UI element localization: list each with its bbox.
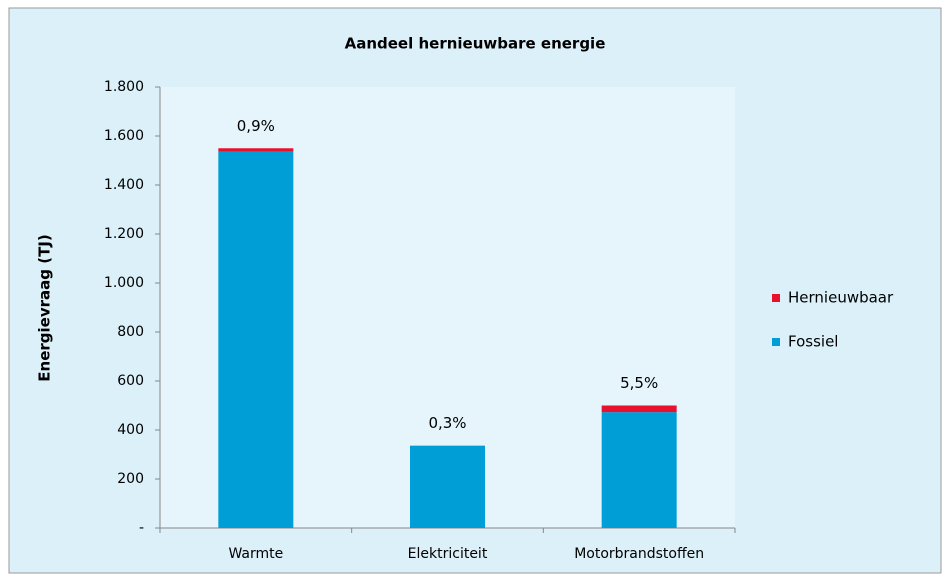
x-tick-label: Warmte: [228, 546, 283, 562]
bar-segment: [218, 148, 293, 151]
legend-label: Hernieuwbaar: [788, 289, 894, 307]
y-tick-label: 600: [117, 373, 144, 389]
y-tick-label: -: [139, 520, 144, 536]
y-tick-label: 1.400: [104, 177, 144, 193]
bar-segment: [218, 152, 293, 528]
x-tick-label: Elektriciteit: [408, 546, 488, 562]
y-tick-label: 800: [117, 324, 144, 340]
y-axis-label: Energievraag (TJ): [36, 234, 54, 381]
chart-title: Aandeel hernieuwbare energie: [345, 35, 606, 53]
y-tick-label: 1.600: [104, 128, 144, 144]
legend-label: Fossiel: [788, 333, 838, 351]
annotation: 0,3%: [428, 414, 466, 432]
y-tick-label: 1.200: [104, 226, 144, 242]
bar-segment: [410, 446, 485, 528]
annotation: 0,9%: [237, 117, 275, 135]
y-tick-label: 200: [117, 471, 144, 487]
legend-swatch: [772, 338, 780, 346]
legend-swatch: [772, 294, 780, 302]
y-tick-label: 400: [117, 422, 144, 438]
y-tick-label: 1.000: [104, 275, 144, 291]
bar-segment: [602, 406, 677, 413]
x-tick-label: Motorbrandstoffen: [574, 546, 704, 562]
bar-segment: [602, 412, 677, 528]
annotation: 5,5%: [620, 374, 658, 392]
y-tick-label: 1.800: [104, 79, 144, 95]
